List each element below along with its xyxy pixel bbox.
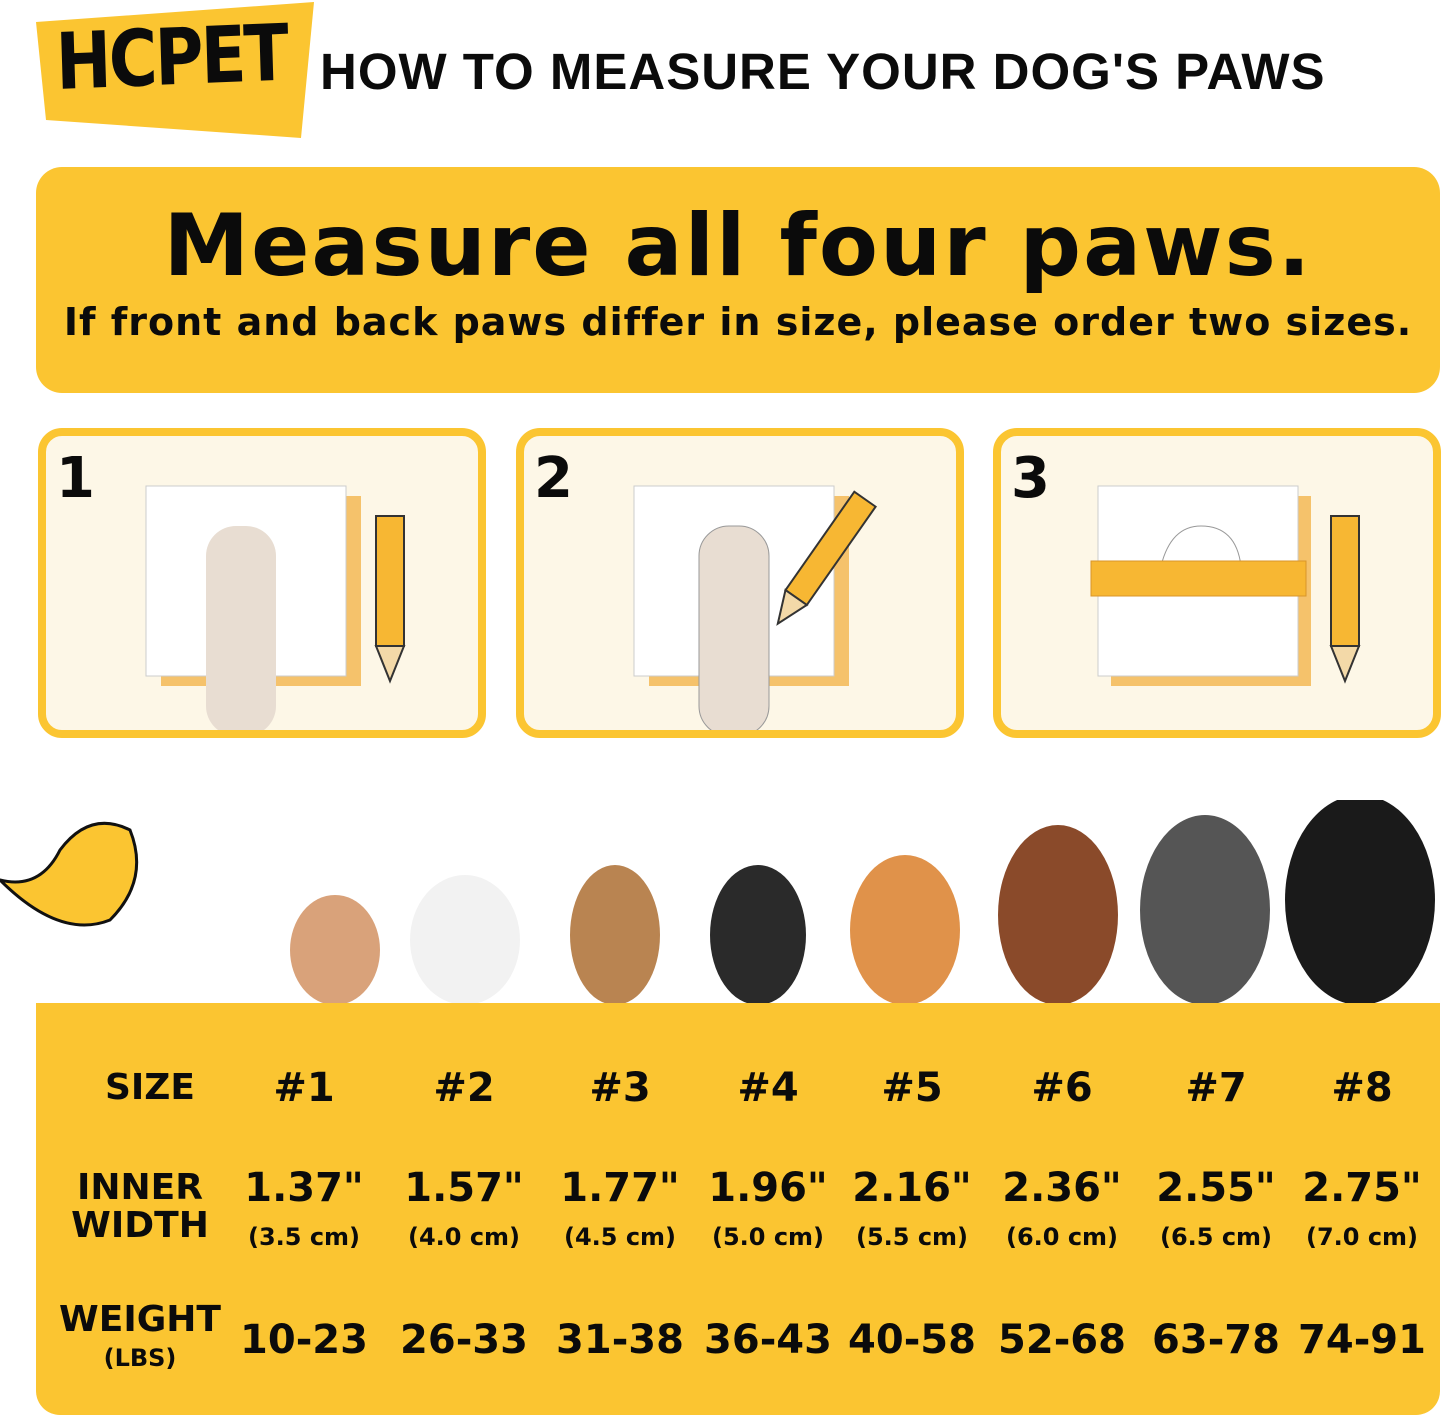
size-3-cm: (4.5 cm) — [563, 1223, 677, 1251]
size-5-inch: 2.16" — [852, 1165, 972, 1211]
label-line: INNER — [77, 1167, 203, 1208]
size-7-cm: (6.5 cm) — [1159, 1223, 1273, 1251]
size-5-weight: 40-58 — [848, 1317, 976, 1363]
banner-heading: Measure all four paws. — [163, 196, 1313, 296]
inner-width-label: INNER WIDTH — [71, 1169, 209, 1245]
measure-with-ruler-icon — [1090, 485, 1361, 686]
step-2-panel: 2 — [516, 428, 964, 738]
size-6-cm: (6.0 cm) — [1005, 1223, 1119, 1251]
paw-on-paper-icon — [145, 485, 406, 730]
page-title: HOW TO MEASURE YOUR DOG'S PAWS — [320, 43, 1326, 100]
size-1-inch: 1.37" — [244, 1165, 364, 1211]
size-6-inch: 2.36" — [1002, 1165, 1122, 1211]
dog-silhouettes — [290, 800, 1435, 1005]
dog-breeds-illustration — [0, 800, 1435, 1005]
size-7-weight: 63-78 — [1152, 1317, 1280, 1363]
size-1-size: #1 — [273, 1065, 335, 1111]
size-3-size: #3 — [589, 1065, 651, 1111]
step-number: 2 — [534, 446, 573, 511]
step-3-panel: 3 — [993, 428, 1441, 738]
size-5-size: #5 — [881, 1065, 943, 1111]
size-2-cm: (4.0 cm) — [407, 1223, 521, 1251]
weight-label: WEIGHT (LBS) — [59, 1301, 221, 1377]
step-number: 1 — [56, 446, 95, 511]
banner-subheading: If front and back paws differ in size, p… — [63, 299, 1413, 344]
size-3-inch: 1.77" — [560, 1165, 680, 1211]
size-1-weight: 10-23 — [240, 1317, 368, 1363]
logo-background — [36, 2, 314, 138]
size-8-size: #8 — [1331, 1065, 1393, 1111]
instruction-banner: Measure all four paws. If front and back… — [36, 167, 1440, 393]
size-2-inch: 1.57" — [404, 1165, 524, 1211]
size-chart: SIZE INNER WIDTH WEIGHT (LBS) #1 1.37" (3.5 … — [36, 1003, 1440, 1415]
trace-paw-icon — [633, 485, 878, 730]
brand-logo: HCPET — [54, 8, 288, 108]
size-8-cm: (7.0 cm) — [1305, 1223, 1419, 1251]
decorative-swoosh-icon — [0, 821, 139, 927]
size-6-size: #6 — [1031, 1065, 1093, 1111]
size-7-inch: 2.55" — [1156, 1165, 1276, 1211]
size-8-weight: 74-91 — [1298, 1317, 1426, 1363]
size-4-cm: (5.0 cm) — [711, 1223, 825, 1251]
size-3-weight: 31-38 — [556, 1317, 684, 1363]
size-4-inch: 1.96" — [708, 1165, 828, 1211]
label-line: WEIGHT — [59, 1299, 221, 1340]
size-2-size: #2 — [433, 1065, 495, 1111]
size-5-cm: (5.5 cm) — [855, 1223, 969, 1251]
size-7-size: #7 — [1185, 1065, 1247, 1111]
label-line: WIDTH — [71, 1205, 209, 1246]
step-1-panel: 1 — [38, 428, 486, 738]
size-row-label: SIZE — [104, 1067, 196, 1108]
step-number: 3 — [1011, 446, 1050, 511]
size-2-weight: 26-33 — [400, 1317, 528, 1363]
size-4-size: #4 — [737, 1065, 799, 1111]
label-line: (LBS) — [103, 1344, 177, 1372]
size-8-inch: 2.75" — [1302, 1165, 1422, 1211]
size-4-weight: 36-43 — [704, 1317, 832, 1363]
size-1-cm: (3.5 cm) — [247, 1223, 361, 1251]
size-6-weight: 52-68 — [998, 1317, 1126, 1363]
